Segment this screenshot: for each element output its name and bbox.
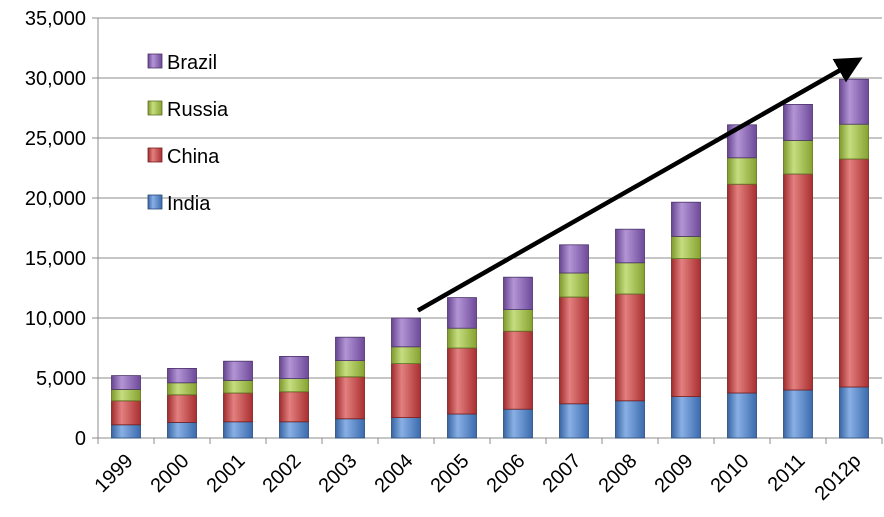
trend-arrow	[416, 57, 863, 313]
bar-russia-2005	[447, 327, 477, 349]
bar-china-2007	[559, 296, 589, 405]
bar-brazil-2011	[783, 104, 813, 141]
bar-china-2012p	[839, 158, 869, 388]
bar-india-2008	[615, 400, 645, 439]
bar-china-2004	[391, 363, 421, 419]
bar-brazil-2006	[503, 276, 533, 311]
bar-china-2000	[167, 394, 197, 423]
gridlines	[92, 17, 882, 439]
y-tick-label: 20,000	[25, 188, 86, 210]
y-tick-label: 25,000	[25, 128, 86, 150]
legend-label-russia: Russia	[167, 99, 229, 121]
bar-china-2009	[671, 258, 701, 398]
x-tick-label: 2008	[595, 450, 642, 497]
x-tick-label: 2002	[259, 450, 306, 497]
bar-brazil-2009	[671, 201, 701, 237]
bar-india-2012p	[839, 386, 869, 439]
bar-india-2002	[279, 421, 309, 439]
bar-russia-2011	[783, 139, 813, 175]
x-tick-label: 2000	[147, 450, 194, 497]
bar-brazil-2000	[167, 367, 197, 384]
legend-swatch-russia	[147, 100, 163, 116]
bar-india-2007	[559, 403, 589, 439]
bar-china-2006	[503, 330, 533, 410]
x-tick-label: 2001	[203, 450, 250, 497]
legend-label-china: China	[167, 146, 220, 168]
x-tick-label: 2010	[707, 450, 754, 497]
bar-brazil-2008	[615, 228, 645, 264]
x-tick-label: 1999	[91, 450, 138, 497]
bar-russia-2002	[279, 378, 309, 393]
bar-china-2001	[223, 392, 253, 423]
legend-label-brazil: Brazil	[167, 52, 217, 74]
axes	[97, 18, 883, 444]
y-tick-label: 30,000	[25, 68, 86, 90]
legend-swatch-india	[147, 194, 163, 210]
x-tick-label: 2005	[427, 450, 474, 497]
y-tick-label: 5,000	[36, 368, 86, 390]
bar-russia-2007	[559, 272, 589, 298]
bar-russia-2004	[391, 346, 421, 364]
y-tick-label: 10,000	[25, 308, 86, 330]
y-axis-labels: 0 5,000 10,000 15,000 20,000 25,000 30,000 35,0…	[25, 8, 86, 450]
bar-russia-2008	[615, 262, 645, 295]
x-axis-labels: 1999 2000 2001 2002 2003 2004 2005 2006 2007 2008…	[91, 450, 866, 505]
bar-india-2004	[391, 417, 421, 439]
x-tick-label: 2011	[764, 450, 810, 496]
x-tick-label: 2012p	[811, 450, 866, 505]
bar-russia-2006	[503, 309, 533, 332]
bar-russia-2009	[671, 235, 701, 259]
bar-india-2005	[447, 413, 477, 439]
bar-brazil-2005	[447, 297, 477, 329]
legend-swatch-brazil	[147, 53, 163, 69]
bar-china-2003	[335, 376, 365, 420]
bar-china-1999	[111, 400, 141, 426]
bar-russia-2003	[335, 360, 365, 378]
bar-brazil-2012p	[839, 78, 869, 125]
trend-arrow-line	[416, 57, 863, 313]
bar-india-2010	[727, 392, 757, 439]
bar-india-2009	[671, 396, 701, 439]
bar-india-2003	[335, 418, 365, 439]
bar-russia-2010	[727, 157, 757, 185]
bar-russia-2001	[223, 379, 253, 394]
bar-india-2011	[783, 389, 813, 439]
bar-brazil-2004	[391, 317, 421, 348]
bar-india-2006	[503, 408, 533, 439]
x-tick-label: 2003	[315, 450, 362, 497]
bar-china-2008	[615, 293, 645, 402]
x-tick-label: 2009	[651, 450, 698, 497]
y-tick-label: 15,000	[25, 248, 86, 270]
x-tick-label: 2006	[483, 450, 530, 497]
bar-india-2001	[223, 421, 253, 439]
bar-russia-2012p	[839, 123, 869, 160]
bar-russia-2000	[167, 382, 197, 396]
bar-china-2011	[783, 173, 813, 391]
x-tick-label: 2007	[539, 450, 586, 497]
bar-china-2010	[727, 183, 757, 394]
x-tick-label: 2004	[371, 450, 418, 497]
bar-india-1999	[111, 424, 141, 439]
bar-brazil-2001	[223, 360, 253, 381]
bar-brazil-2007	[559, 244, 589, 274]
bar-china-2005	[447, 347, 477, 415]
y-tick-label: 35,000	[25, 8, 86, 30]
bar-brazil-2003	[335, 336, 365, 362]
bar-china-2002	[279, 391, 309, 423]
bar-brazil-1999	[111, 375, 141, 390]
bar-russia-1999	[111, 388, 141, 402]
bar-india-2000	[167, 421, 197, 439]
legend-label-india: India	[167, 193, 211, 215]
bar-brazil-2002	[279, 355, 309, 379]
bars	[111, 78, 869, 439]
legend-swatch-china	[147, 147, 163, 163]
legend: Brazil Russia China India	[147, 52, 229, 215]
y-tick-label: 0	[75, 428, 86, 450]
